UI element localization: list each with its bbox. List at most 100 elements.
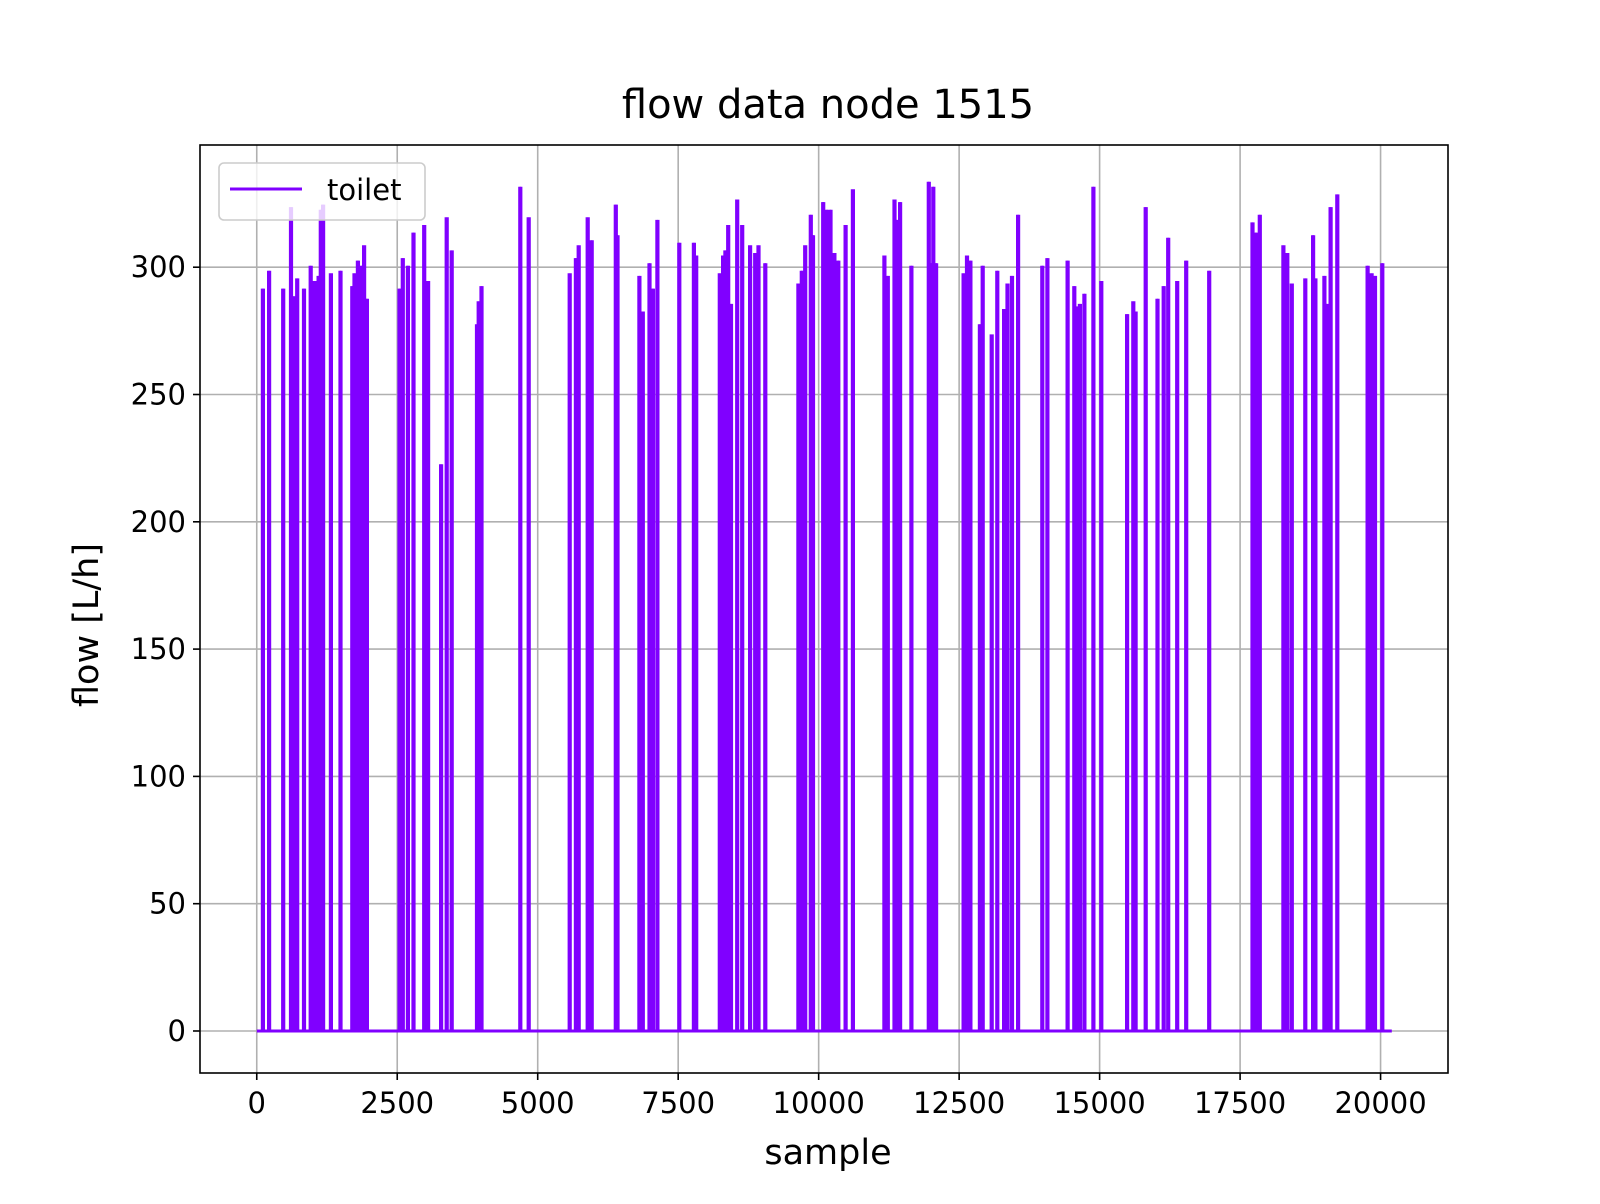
data-point [1290, 283, 1294, 287]
data-point [1166, 237, 1170, 241]
x-tick-label: 5000 [501, 1086, 575, 1120]
data-point [1016, 214, 1020, 218]
data-point [655, 219, 659, 223]
data-point [568, 273, 572, 277]
y-tick-label: 0 [168, 1014, 186, 1048]
data-point [694, 255, 698, 259]
x-axis-label: sample [764, 1133, 891, 1173]
data-point [1082, 293, 1086, 297]
data-point [1335, 194, 1339, 198]
data-point [401, 258, 405, 262]
data-point [726, 224, 730, 228]
legend-box [218, 162, 426, 221]
x-tick-label: 10000 [773, 1086, 865, 1120]
data-point [577, 245, 581, 249]
data-point [796, 283, 800, 287]
data-point [1311, 235, 1315, 239]
x-tick-label: 20000 [1334, 1086, 1426, 1120]
data-point [934, 263, 938, 267]
data-point [359, 265, 363, 269]
data-point [615, 235, 619, 239]
data-point [350, 286, 354, 290]
data-point [475, 324, 479, 328]
data-point [480, 286, 484, 290]
data-point [1207, 270, 1211, 274]
data-point [1005, 283, 1009, 287]
data-point [365, 298, 369, 302]
data-point [1281, 245, 1285, 249]
data-point [978, 324, 982, 328]
data-point [909, 265, 913, 269]
data-point [527, 217, 531, 221]
data-point [981, 265, 985, 269]
y-axis-label: flow [L/h] [67, 543, 107, 707]
data-point [1040, 265, 1044, 269]
data-point [995, 270, 999, 274]
data-point [590, 240, 594, 244]
data-point [261, 288, 265, 292]
data-point [637, 275, 641, 279]
data-point [1091, 186, 1095, 190]
data-point [329, 273, 333, 277]
data-point [1162, 286, 1166, 290]
data-point [836, 260, 840, 264]
data-point [882, 255, 886, 259]
data-point [1258, 214, 1262, 218]
data-point [929, 263, 933, 267]
data-point [302, 288, 306, 292]
data-point [1303, 278, 1307, 282]
data-point [748, 245, 752, 249]
data-point [1175, 280, 1179, 284]
data-point [692, 242, 696, 246]
data-point [406, 265, 410, 269]
data-point [828, 209, 832, 213]
x-tick-label: 17500 [1194, 1086, 1286, 1120]
data-point [723, 250, 727, 254]
data-point [757, 245, 761, 249]
data-point [1325, 303, 1329, 307]
data-point [267, 270, 271, 274]
data-point [445, 217, 449, 221]
data-point [677, 242, 681, 246]
data-point [648, 263, 652, 267]
y-tick-label: 300 [131, 250, 186, 284]
data-point [809, 214, 813, 218]
data-point [518, 186, 522, 190]
data-point [292, 296, 296, 300]
data-point [1072, 286, 1076, 290]
data-point [439, 464, 443, 468]
chart-title: flow data node 1515 [622, 82, 1034, 128]
data-point [426, 280, 430, 284]
data-point [1002, 308, 1006, 312]
data-point [1322, 275, 1326, 279]
data-point [1370, 273, 1374, 277]
y-tick-label: 150 [131, 632, 186, 666]
data-point [614, 204, 618, 208]
x-axis-ticks: 0 2500 5000 7500 10000 12500 15000 17500 20000 [248, 1073, 1427, 1120]
data-point [1125, 314, 1129, 318]
data-point [586, 217, 590, 221]
data-point [1144, 207, 1148, 211]
data-point [641, 311, 645, 315]
data-point [851, 189, 855, 193]
data-point [1131, 301, 1135, 305]
data-point [1045, 258, 1049, 262]
x-tick-label: 15000 [1053, 1086, 1145, 1120]
data-point [309, 265, 313, 269]
data-point [477, 301, 481, 305]
data-point [898, 202, 902, 206]
data-point [735, 199, 739, 203]
data-point [803, 245, 807, 249]
data-point [574, 258, 578, 262]
data-point [763, 263, 767, 267]
data-point [295, 278, 299, 282]
data-point [1184, 260, 1188, 264]
data-point [962, 273, 966, 277]
data-point [1250, 222, 1254, 226]
data-point [990, 334, 994, 338]
data-point [893, 199, 897, 203]
data-point [651, 288, 655, 292]
data-point [1254, 232, 1258, 236]
